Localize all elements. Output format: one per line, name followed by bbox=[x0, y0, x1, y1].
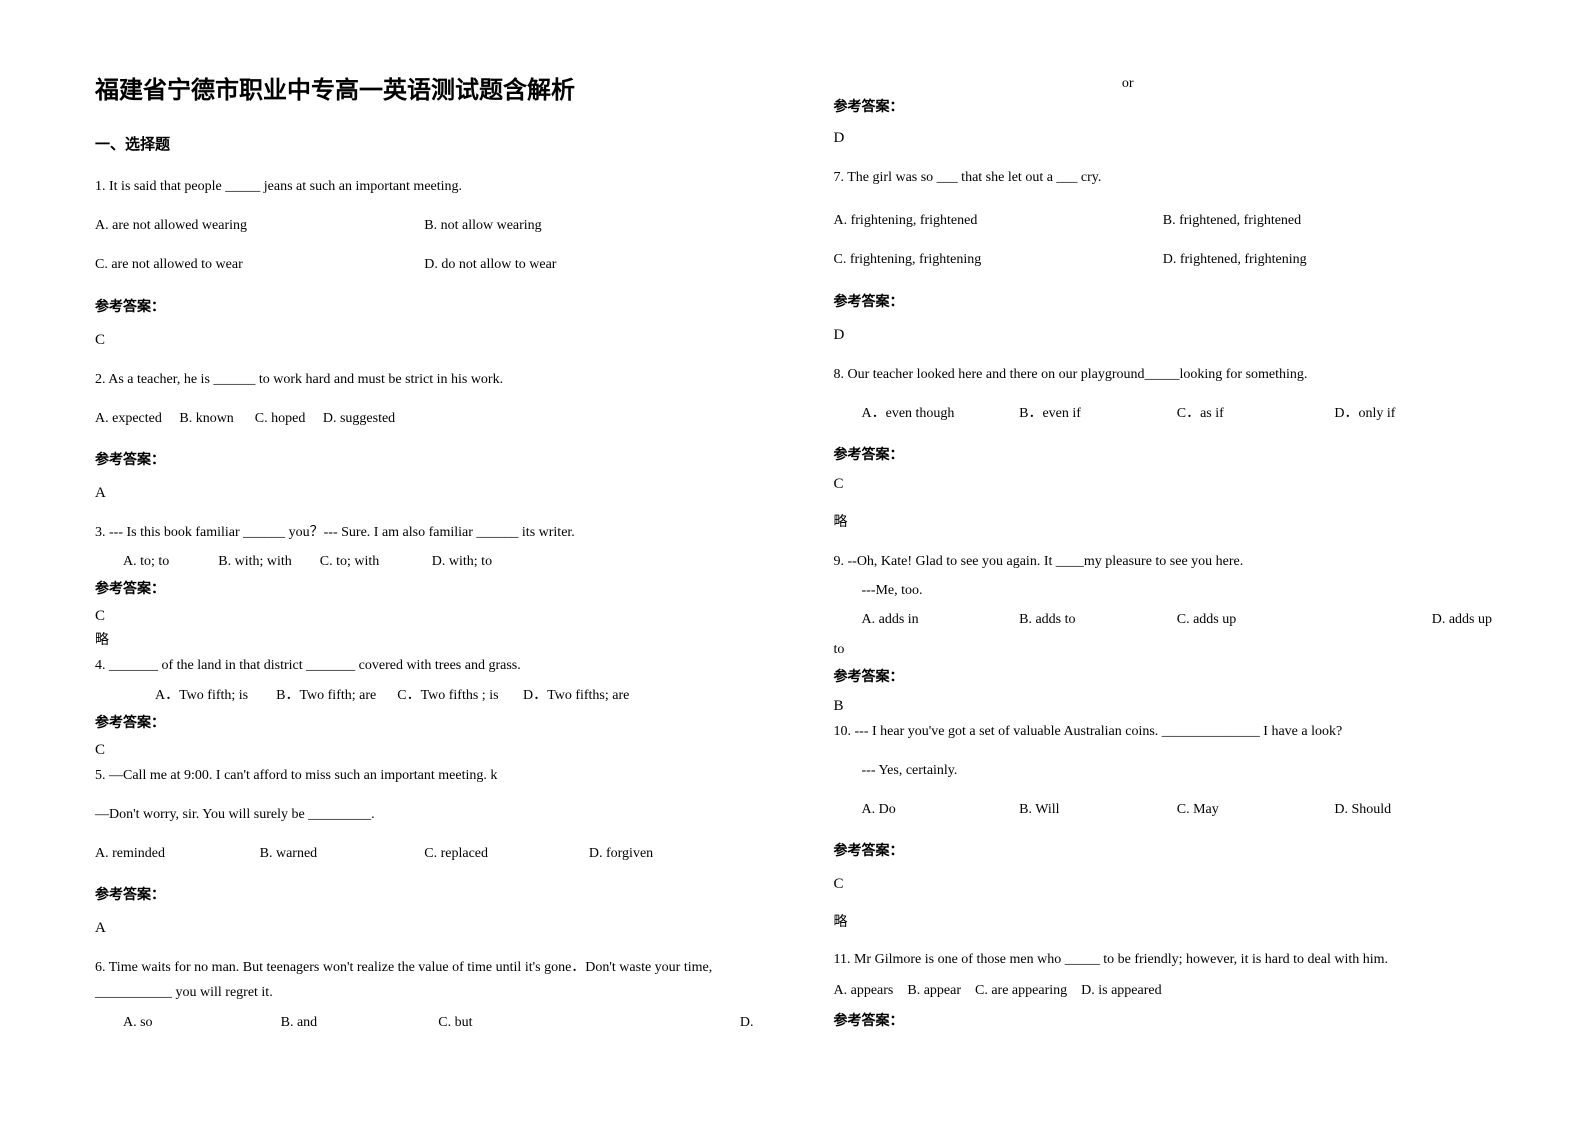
q7-text: 7. The girl was so ___ that she let out … bbox=[834, 165, 1493, 190]
q3-answer: C bbox=[95, 608, 754, 625]
q7-opt-d: D. frightened, frightening bbox=[1163, 247, 1492, 272]
left-column: 福建省宁德市职业中专高一英语测试题含解析 一、选择题 1. It is said… bbox=[95, 70, 754, 1039]
q6-opt-a: A. so bbox=[123, 1010, 281, 1035]
q9-line2: ---Me, too. bbox=[834, 578, 1493, 603]
q9-opt-a: A. adds in bbox=[862, 607, 1020, 632]
q7-opts-row2: C. frightening, frightening D. frightene… bbox=[834, 247, 1493, 272]
q8-text: 8. Our teacher looked here and there on … bbox=[834, 362, 1493, 387]
q7-opt-a: A. frightening, frightened bbox=[834, 208, 1163, 233]
section-heading: 一、选择题 bbox=[95, 133, 754, 154]
q5-opt-b: B. warned bbox=[260, 841, 425, 866]
q8-opts: A．even though B．even if C．as if D．only i… bbox=[834, 401, 1493, 426]
q10-line1: 10. --- I hear you've got a set of valua… bbox=[834, 719, 1493, 744]
q9-tail: to bbox=[834, 637, 1493, 662]
question-8: 8. Our teacher looked here and there on … bbox=[834, 362, 1493, 426]
q5-opt-a: A. reminded bbox=[95, 841, 260, 866]
right-column: or 参考答案： D 7. The girl was so ___ that s… bbox=[834, 76, 1493, 1039]
q8-opt-b: B．even if bbox=[1019, 401, 1177, 426]
q10-opts: A. Do B. Will C. May D. Should bbox=[834, 797, 1493, 822]
q10-omit: 略 bbox=[834, 911, 1493, 931]
q9-opt-c: C. adds up bbox=[1177, 607, 1335, 632]
q1-opt-b: B. not allow wearing bbox=[424, 213, 753, 238]
q8-opt-c: C．as if bbox=[1177, 401, 1335, 426]
question-4: 4. _______ of the land in that district … bbox=[95, 653, 754, 707]
q5-opt-c: C. replaced bbox=[424, 841, 589, 866]
q11-opts: A. appears B. appear C. are appearing D.… bbox=[834, 978, 1493, 1003]
q7-opts-row1: A. frightening, frightened B. frightened… bbox=[834, 208, 1493, 233]
q5-opt-d: D. forgiven bbox=[589, 841, 754, 866]
q10-opt-c: C. May bbox=[1177, 797, 1335, 822]
q9-opts: A. adds in B. adds to C. adds up D. adds… bbox=[834, 607, 1493, 632]
q1-text: 1. It is said that people _____ jeans at… bbox=[95, 174, 754, 199]
q1-answer: C bbox=[95, 332, 754, 349]
q1-opt-a: A. are not allowed wearing bbox=[95, 213, 424, 238]
q5-opts: A. reminded B. warned C. replaced D. for… bbox=[95, 841, 754, 866]
q9-opt-b: B. adds to bbox=[1019, 607, 1177, 632]
q3-opts: A. to; to B. with; with C. to; with D. w… bbox=[95, 549, 754, 574]
q10-opt-b: B. Will bbox=[1019, 797, 1177, 822]
q10-opt-a: A. Do bbox=[862, 797, 1020, 822]
q7-answer-label: 参考答案： bbox=[834, 291, 1493, 311]
q8-opt-a: A．even though bbox=[862, 401, 1020, 426]
q10-opt-d: D. Should bbox=[1334, 797, 1492, 822]
q9-answer: B bbox=[834, 698, 1493, 715]
q2-answer-label: 参考答案： bbox=[95, 449, 754, 469]
page: 福建省宁德市职业中专高一英语测试题含解析 一、选择题 1. It is said… bbox=[0, 0, 1587, 1089]
question-10: 10. --- I hear you've got a set of valua… bbox=[834, 719, 1493, 823]
q3-answer-label: 参考答案： bbox=[95, 578, 754, 598]
question-11: 11. Mr Gilmore is one of those men who _… bbox=[834, 947, 1493, 1003]
q8-omit: 略 bbox=[834, 511, 1493, 531]
q11-answer-label: 参考答案： bbox=[834, 1010, 1493, 1030]
question-3: 3. --- Is this book familiar ______ you？… bbox=[95, 520, 754, 574]
q1-opts-row1: A. are not allowed wearing B. not allow … bbox=[95, 213, 754, 238]
question-9: 9. --Oh, Kate! Glad to see you again. It… bbox=[834, 549, 1493, 662]
question-1: 1. It is said that people _____ jeans at… bbox=[95, 174, 754, 278]
q9-opt-d: D. adds up bbox=[1334, 607, 1492, 632]
q10-line2: --- Yes, certainly. bbox=[834, 758, 1493, 783]
q6-opt-b: B. and bbox=[281, 1010, 439, 1035]
q7-opt-b: B. frightened, frightened bbox=[1163, 208, 1492, 233]
q4-answer: C bbox=[95, 742, 754, 759]
q1-opt-c: C. are not allowed to wear bbox=[95, 252, 424, 277]
q6-opts: A. so B. and C. but D. bbox=[95, 1010, 754, 1035]
document-title: 福建省宁德市职业中专高一英语测试题含解析 bbox=[95, 70, 754, 105]
q3-text: 3. --- Is this book familiar ______ you？… bbox=[95, 520, 754, 545]
q7-opt-c: C. frightening, frightening bbox=[834, 247, 1163, 272]
q4-opts: A．Two fifth; is B．Two fifth; are C．Two f… bbox=[95, 683, 754, 708]
q4-answer-label: 参考答案： bbox=[95, 712, 754, 732]
q3-omit: 略 bbox=[95, 629, 754, 649]
q6-line1: 6. Time waits for no man. But teenagers … bbox=[95, 955, 754, 1005]
q2-answer: A bbox=[95, 485, 754, 502]
q4-text: 4. _______ of the land in that district … bbox=[95, 653, 754, 678]
question-6: 6. Time waits for no man. But teenagers … bbox=[95, 955, 754, 1035]
q11-text: 11. Mr Gilmore is one of those men who _… bbox=[834, 947, 1493, 972]
q10-answer-label: 参考答案： bbox=[834, 840, 1493, 860]
q1-opts-row2: C. are not allowed to wear D. do not all… bbox=[95, 252, 754, 277]
question-2: 2. As a teacher, he is ______ to work ha… bbox=[95, 367, 754, 431]
q1-answer-label: 参考答案： bbox=[95, 296, 754, 316]
q8-opt-d: D．only if bbox=[1334, 401, 1492, 426]
q9-line1: 9. --Oh, Kate! Glad to see you again. It… bbox=[834, 549, 1493, 574]
q5-answer: A bbox=[95, 920, 754, 937]
q2-opts: A. expected B. known C. hoped D. suggest… bbox=[95, 406, 754, 431]
q8-answer: C bbox=[834, 476, 1493, 493]
q1-opt-d: D. do not allow to wear bbox=[424, 252, 753, 277]
q9-answer-label: 参考答案： bbox=[834, 666, 1493, 686]
q5-answer-label: 参考答案： bbox=[95, 884, 754, 904]
q10-answer: C bbox=[834, 876, 1493, 893]
q5-line2: —Don't worry, sir. You will surely be __… bbox=[95, 802, 754, 827]
q6-or: or bbox=[764, 76, 1493, 92]
q5-line1: 5. —Call me at 9:00. I can't afford to m… bbox=[95, 763, 754, 788]
question-5: 5. —Call me at 9:00. I can't afford to m… bbox=[95, 763, 754, 867]
q6-answer-label: 参考答案： bbox=[834, 96, 1493, 116]
q6-answer: D bbox=[834, 130, 1493, 147]
q6-opt-c: C. but bbox=[438, 1010, 596, 1035]
q7-answer: D bbox=[834, 327, 1493, 344]
question-7: 7. The girl was so ___ that she let out … bbox=[834, 165, 1493, 273]
q8-answer-label: 参考答案： bbox=[834, 444, 1493, 464]
q2-text: 2. As a teacher, he is ______ to work ha… bbox=[95, 367, 754, 392]
q6-opt-d: D. bbox=[596, 1010, 754, 1035]
